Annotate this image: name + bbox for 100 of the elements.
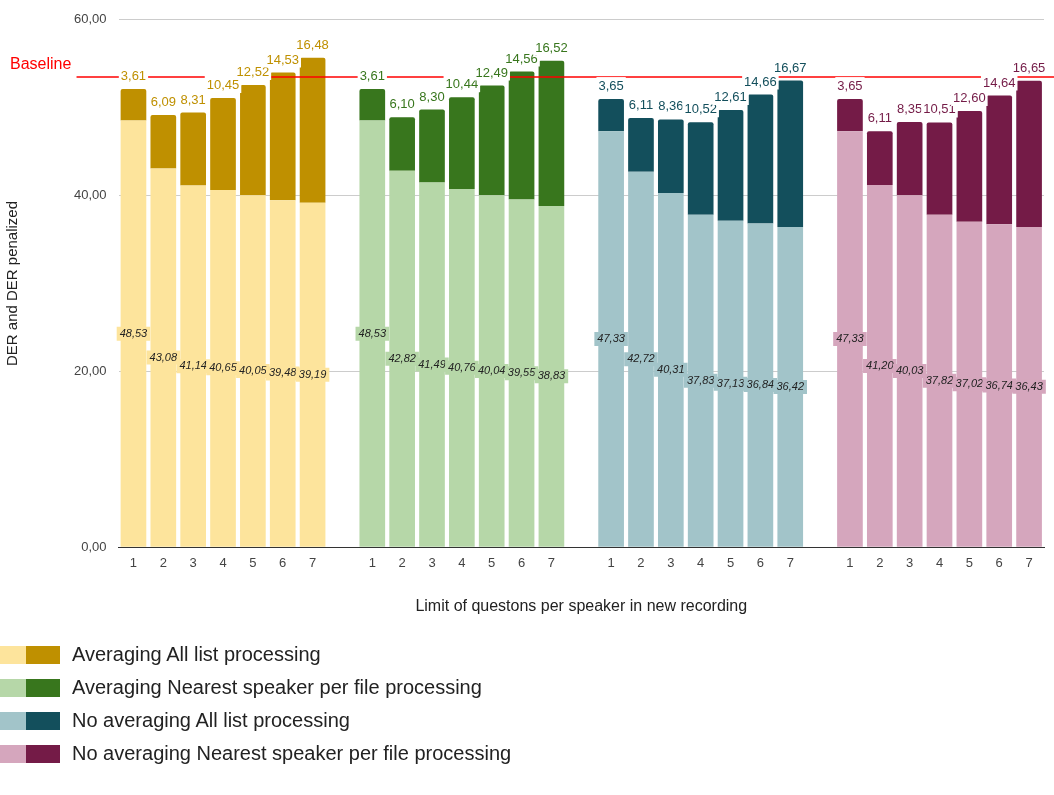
x-tick-label: 5 (965, 554, 973, 570)
x-tick-label: 5 (488, 554, 496, 570)
data-label: 47,33 (836, 332, 865, 344)
x-tick-label: 2 (876, 554, 884, 570)
bar (120, 88, 147, 121)
y-tick-label: 60,00 (73, 11, 107, 27)
data-label: 16,52 (535, 39, 568, 55)
x-tick-label: 1 (129, 554, 138, 570)
data-label: 37,13 (716, 376, 746, 389)
bar (687, 122, 714, 215)
y-axis-title: DER and DER penalized (3, 200, 21, 367)
data-label: 36,42 (776, 379, 805, 392)
data-label: 8,30 (419, 88, 445, 104)
data-label: 41,14 (179, 359, 207, 372)
data-label: 8,31 (180, 91, 206, 107)
data-label: 37,83 (686, 373, 716, 386)
data-label: 41,20 (866, 358, 895, 371)
bar (866, 131, 893, 186)
x-tick-label: 5 (249, 554, 257, 570)
data-label: 40,65 (209, 361, 238, 374)
data-label: 16,48 (296, 36, 329, 52)
data-label: 36,84 (746, 378, 775, 391)
data-label: 40,05 (239, 363, 268, 376)
x-tick-label: 3 (906, 554, 914, 570)
bar (150, 115, 177, 169)
x-tick-label: 4 (458, 554, 466, 570)
y-tick-label: 0,00 (81, 538, 107, 554)
x-tick-label: 4 (219, 554, 227, 570)
x-tick-label: 7 (308, 554, 317, 570)
data-label: 40,04 (477, 364, 506, 377)
x-tick-label: 7 (1025, 554, 1033, 570)
legend-label: Averaging Nearest speaker per file processing (72, 676, 482, 699)
bar (210, 98, 236, 190)
x-tick-label: 4 (935, 554, 944, 570)
bar (598, 99, 624, 132)
data-label: 10,51 (923, 101, 956, 117)
data-label: 3,65 (598, 78, 624, 94)
data-label: 8,36 (658, 98, 684, 114)
x-tick-label: 7 (547, 554, 556, 570)
bar (508, 71, 535, 200)
x-tick-label: 5 (726, 554, 735, 570)
data-label: 39,55 (507, 366, 537, 379)
data-label: 12,61 (714, 89, 747, 105)
bar (180, 112, 206, 186)
x-tick-label: 3 (189, 554, 197, 570)
data-label: 6,11 (867, 110, 892, 126)
data-label: 12,60 (953, 90, 986, 106)
data-label: 41,49 (418, 357, 446, 370)
data-label: 14,64 (982, 74, 1016, 90)
data-label: 39,48 (268, 366, 298, 379)
data-label: 37,02 (955, 377, 984, 390)
data-label: 38,83 (537, 369, 567, 382)
data-label: 36,74 (985, 378, 1013, 391)
data-label: 36,43 (1015, 379, 1044, 392)
bar (986, 95, 1013, 225)
data-label: 10,44 (445, 76, 479, 92)
bar (1016, 80, 1042, 227)
data-label: 42,82 (388, 351, 416, 364)
x-axis-title: Limit of questons per speaker in new recording (415, 596, 748, 614)
bar (837, 99, 863, 132)
ref-line-label: Baseline (10, 55, 72, 73)
bar (747, 94, 774, 224)
x-tick-label: 4 (697, 554, 705, 570)
data-label: 42,72 (627, 352, 655, 365)
data-label: 12,49 (475, 64, 508, 80)
data-label: 8,35 (897, 101, 923, 117)
bar (240, 85, 266, 196)
bar (717, 109, 744, 221)
x-tick-label: 2 (637, 554, 645, 570)
data-label: 48,53 (358, 326, 387, 339)
data-label: 16,65 (1012, 59, 1046, 75)
x-tick-label: 6 (995, 554, 1003, 570)
x-tick-label: 3 (667, 554, 675, 570)
x-tick-label: 3 (428, 554, 436, 570)
x-tick-label: 6 (279, 554, 287, 570)
bar (777, 80, 804, 228)
bar (538, 60, 565, 206)
x-tick-label: 6 (756, 554, 765, 570)
data-label: 48,53 (119, 326, 149, 339)
bar (449, 97, 475, 189)
bar (628, 117, 654, 172)
data-label: 14,56 (505, 50, 538, 66)
data-label: 3,61 (120, 67, 147, 83)
bar (956, 111, 983, 222)
x-tick-label: 1 (607, 554, 615, 570)
bar (269, 72, 296, 201)
data-label: 10,45 (206, 77, 240, 93)
bar (389, 117, 415, 171)
data-label: 47,33 (597, 332, 626, 344)
x-tick-label: 1 (368, 554, 376, 570)
data-label: 3,65 (837, 78, 863, 94)
y-tick-label: 40,00 (73, 187, 107, 203)
data-label: 3,61 (359, 67, 385, 83)
data-label: 14,53 (266, 51, 299, 67)
legend-label: Averaging All list processing (72, 643, 321, 666)
bar (896, 121, 923, 196)
x-tick-label: 7 (786, 554, 794, 570)
data-label: 16,67 (773, 59, 807, 75)
x-tick-label: 2 (159, 554, 167, 570)
x-tick-label: 6 (517, 554, 526, 570)
